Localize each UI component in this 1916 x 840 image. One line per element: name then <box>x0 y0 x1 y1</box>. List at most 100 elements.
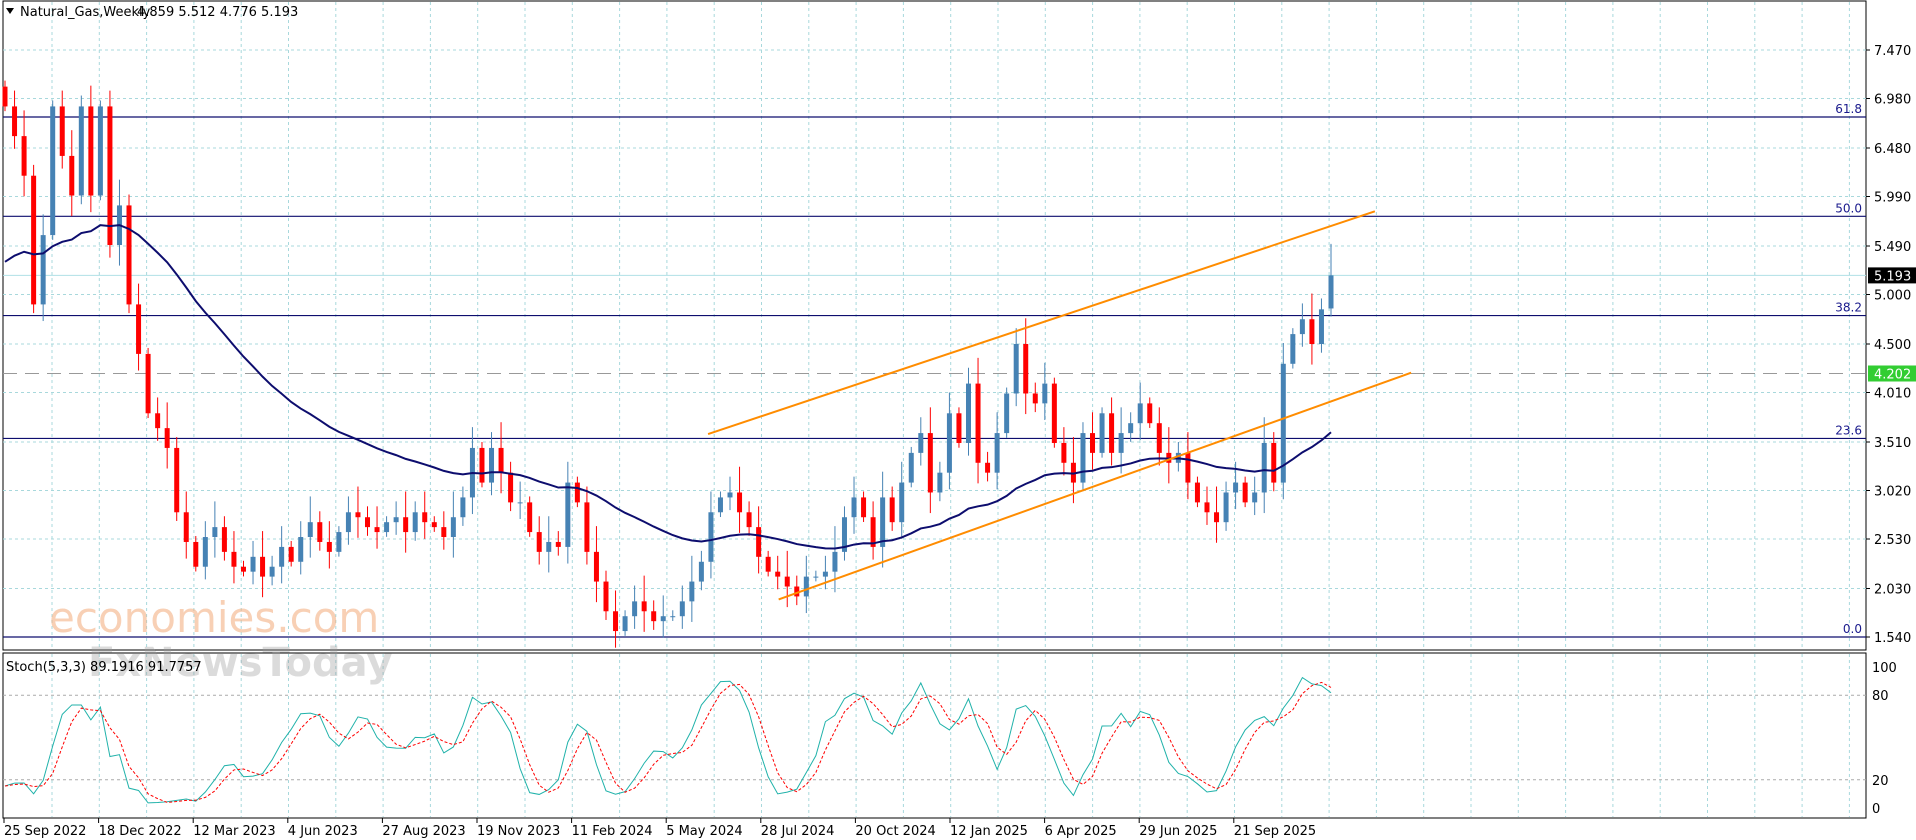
candle <box>803 576 809 597</box>
y-tick-label: 2.530 <box>1874 533 1911 548</box>
candle <box>1080 433 1086 483</box>
candle <box>717 497 723 513</box>
candle <box>431 522 437 528</box>
x-tick-label: 29 Jun 2025 <box>1139 824 1217 839</box>
candle <box>527 502 533 533</box>
watermark-fxnewstoday: FxNewsToday <box>88 640 392 686</box>
x-tick-label: 4 Jun 2023 <box>288 824 358 839</box>
candle <box>479 447 485 483</box>
candle <box>727 492 733 498</box>
candle <box>1042 383 1048 404</box>
candle <box>355 512 361 518</box>
candle <box>288 546 294 562</box>
candle <box>2 86 8 107</box>
candle <box>822 571 828 577</box>
candle <box>632 601 638 617</box>
candle <box>1271 442 1277 483</box>
bid-price-label: 4.202 <box>1874 367 1911 382</box>
candle <box>679 601 685 617</box>
candle <box>126 205 132 305</box>
candle <box>336 532 342 552</box>
candle <box>603 581 609 612</box>
candle <box>1309 319 1315 344</box>
candle <box>1299 319 1305 335</box>
y-tick-label: 3.510 <box>1874 436 1911 451</box>
y-tick-label: 4.500 <box>1874 338 1911 353</box>
candle <box>269 566 275 577</box>
candle <box>689 581 695 602</box>
watermark-economies: economies.com <box>49 593 379 642</box>
indicator-panel <box>2 652 1867 819</box>
candle <box>651 611 657 622</box>
candle <box>737 492 743 513</box>
candle <box>107 106 113 246</box>
candle <box>965 383 971 443</box>
candle <box>622 616 628 632</box>
main-panel <box>2 0 1867 651</box>
candle <box>50 106 56 236</box>
x-tick-label: 20 Oct 2024 <box>855 824 935 839</box>
stoch-indicator-label: Stoch(5,3,3) 89.1916 91.7757 <box>6 660 202 675</box>
x-tick-label: 27 Aug 2023 <box>382 824 465 839</box>
x-tick-label: 18 Dec 2022 <box>99 824 182 839</box>
candle <box>326 541 332 552</box>
candle <box>641 601 647 612</box>
candle <box>59 106 65 156</box>
fib-level-label: 38.2 <box>1835 301 1862 315</box>
candle <box>918 433 924 453</box>
candle <box>851 497 857 518</box>
channel-upper-line[interactable] <box>707 210 1376 436</box>
candle <box>1204 502 1210 513</box>
candle <box>174 447 180 513</box>
candle <box>546 541 552 552</box>
candle <box>1090 433 1096 453</box>
candle <box>97 106 103 196</box>
candle <box>899 482 905 523</box>
x-tick-label: 5 May 2024 <box>666 824 743 839</box>
candle <box>489 447 495 483</box>
candle <box>40 235 46 305</box>
candle <box>889 497 895 523</box>
candle <box>1194 482 1200 503</box>
candle <box>508 472 514 503</box>
candle <box>183 512 189 542</box>
candle <box>1290 334 1296 364</box>
y-tick-label: 5.990 <box>1874 191 1911 206</box>
x-tick-label: 25 Sep 2022 <box>4 824 86 839</box>
candle <box>164 428 170 448</box>
candle <box>880 497 886 547</box>
candle <box>708 512 714 562</box>
candle <box>841 517 847 552</box>
candle <box>498 447 504 473</box>
moving-average-line <box>4 224 1332 550</box>
candle <box>21 136 27 176</box>
candle <box>746 512 752 528</box>
candle <box>1023 343 1029 394</box>
candle <box>403 517 409 533</box>
candle <box>775 571 781 577</box>
candle <box>908 452 914 483</box>
candle <box>660 616 666 622</box>
candle <box>1051 383 1057 443</box>
candle <box>956 413 962 443</box>
collapse-triangle-icon[interactable] <box>6 8 14 14</box>
candle <box>1242 482 1248 503</box>
candle <box>937 472 943 493</box>
candle <box>584 502 590 552</box>
candle <box>298 537 304 562</box>
y-tick-label: 5.000 <box>1874 289 1911 304</box>
candle <box>393 517 399 523</box>
x-tick-label: 6 Apr 2025 <box>1045 824 1117 839</box>
channel-lower-line[interactable] <box>778 371 1412 601</box>
last-price-label: 5.193 <box>1874 269 1911 284</box>
y-tick-label: 6.980 <box>1874 93 1911 108</box>
candle <box>756 527 762 557</box>
candle <box>78 106 84 196</box>
candle <box>1252 492 1258 503</box>
last-price-badge <box>1868 267 1916 284</box>
candle <box>221 527 227 552</box>
candle <box>613 611 619 632</box>
candle <box>31 175 37 305</box>
candle <box>450 517 456 538</box>
